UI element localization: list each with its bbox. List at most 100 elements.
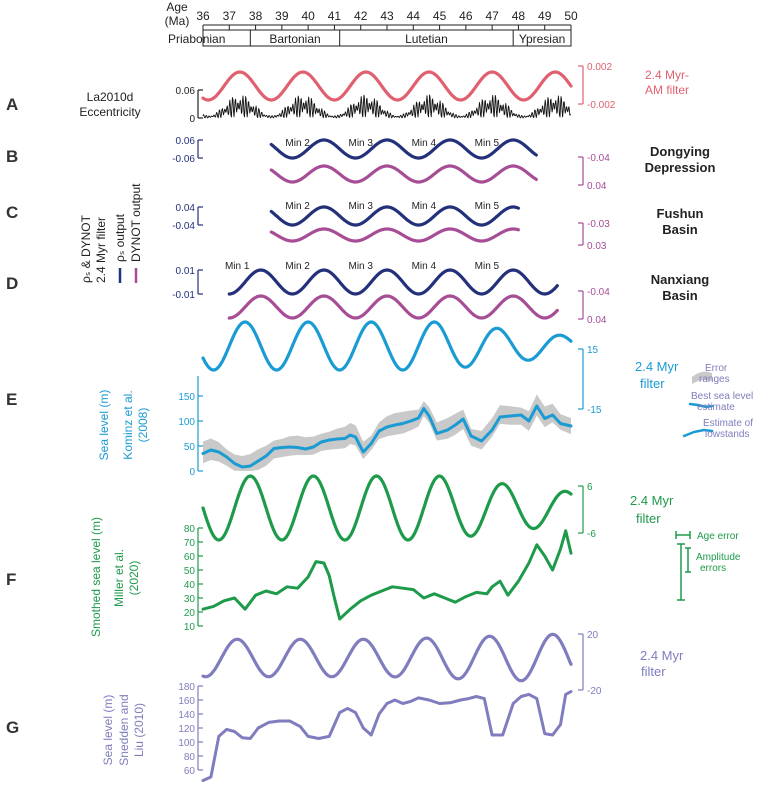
legend-error-label: Error: [705, 363, 728, 374]
kominz-sea-level-line: [201, 404, 573, 469]
age-tick-label: 43: [380, 9, 394, 23]
panel-letter-f: F: [6, 570, 16, 589]
miller-ylabel: Smothed sea level (m): [89, 517, 103, 637]
site-label: Nanxiang: [651, 272, 710, 287]
rho-line-b: [269, 138, 538, 160]
kominz-tick-label: 0: [189, 467, 195, 478]
min-label: Min 3: [348, 138, 373, 149]
kominz-tick-label: 150: [178, 392, 195, 403]
rho-c-tick-label: 0.04: [176, 203, 196, 214]
min-label: Min 5: [475, 138, 500, 149]
stage-label: Bartonian: [269, 32, 320, 46]
stage-label: Ypresian: [519, 32, 565, 46]
site-label-2: Basin: [662, 222, 697, 237]
rho-b-tick-label: 0.06: [176, 136, 196, 147]
snedden-tick-label: 80: [184, 752, 196, 763]
age-tick-label: 39: [275, 9, 289, 23]
eccentricity-title: La2010d: [87, 90, 134, 104]
min-label: Min 3: [348, 261, 373, 272]
legend-error-label-2: ranges: [699, 374, 730, 385]
min-label: Min 5: [475, 201, 500, 212]
miller-tick-label: 30: [184, 594, 196, 605]
min-label: Min 2: [285, 138, 310, 149]
age-tick-label: 44: [407, 9, 421, 23]
legend-amp-error-label: Amplitude: [696, 552, 741, 563]
snedden-filter-tick-label: -20: [587, 686, 602, 697]
am-filter-line: [201, 70, 573, 102]
age-tick-label: 49: [538, 9, 552, 23]
kominz-source-2: (2008): [136, 408, 150, 443]
legend-error-swatch: [692, 371, 712, 384]
am-filter-tick-label: -0.002: [587, 100, 616, 111]
miller-tick-label: 10: [184, 622, 196, 633]
min-label: Min 1: [225, 261, 250, 272]
snedden-tick-label: 120: [178, 724, 195, 735]
legend-best-swatch: [688, 402, 714, 409]
miller-tick-label: 50: [184, 566, 196, 577]
dynot-b-tick-label: -0.04: [587, 153, 610, 164]
panel-letter-b: B: [6, 147, 18, 166]
min-label: Min 2: [285, 201, 310, 212]
rho-dynot-axis-title-2: 2.4 Myr filter: [94, 217, 108, 283]
snedden-filter-tick-label: 20: [587, 630, 599, 641]
legend-lowstand-label: Estimate of: [703, 418, 753, 429]
eccentricity-line: [202, 94, 571, 119]
snedden-sea-level-line: [201, 690, 573, 782]
am-filter-label: 2.4 Myr-: [645, 68, 689, 82]
min-label: Min 3: [348, 201, 373, 212]
miller-tick-label: 60: [184, 552, 196, 563]
dynot-c-tick-label: 0.03: [587, 241, 607, 252]
legend-best-label-2: estimate: [697, 402, 735, 413]
dynot-line-d: [227, 294, 559, 320]
site-label-2: Basin: [662, 288, 697, 303]
age-unit-label: (Ma): [165, 14, 190, 28]
snedden-filter-line: [201, 632, 573, 683]
dynot-c-tick-label: -0.03: [587, 219, 610, 230]
panel-letter-c: C: [6, 203, 18, 222]
snedden-tick-label: 60: [184, 766, 196, 777]
dynot-d-tick-label: 0.04: [587, 315, 607, 326]
legend-amp-error-label-2: errors: [700, 563, 726, 574]
site-label-2: Depression: [645, 160, 716, 175]
snedden-filter-label: 2.4 Myr: [640, 648, 684, 663]
age-header: Age(Ma) 36 37 38 39 40 41 42 43 44 45 46 47 48 49 50 Pri…: [165, 0, 578, 47]
miller-filter-tick-label: -6: [587, 529, 596, 540]
miller-source-2: (2020): [127, 561, 141, 596]
miller-tick-label: 20: [184, 608, 196, 619]
miller-tick-label: 70: [184, 538, 196, 549]
stage-label: Priabonian: [168, 32, 225, 46]
min-label: Min 2: [285, 261, 310, 272]
dynot-line-c: [269, 227, 520, 243]
snedden-source: Snedden and: [117, 694, 131, 765]
legend-best-label: Best sea level: [691, 391, 753, 402]
panel-letter-g: G: [6, 718, 19, 737]
legend-dynot-label: DYNOT output: [129, 183, 143, 262]
snedden-tick-label: 160: [178, 696, 195, 707]
rho-d-tick-label: 0.01: [176, 266, 196, 277]
kominz-ylabel: Sea level (m): [97, 390, 111, 461]
age-label: Age: [166, 0, 188, 14]
min-label: Min 4: [412, 201, 437, 212]
kominz-source: Kominz et al.: [121, 390, 135, 459]
panel-letter-e: E: [6, 390, 17, 409]
age-tick-label: 48: [512, 9, 526, 23]
rho-b-tick-label: -0.06: [172, 154, 195, 165]
stage-label: Lutetian: [405, 32, 448, 46]
dynot-b-tick-label: 0.04: [587, 181, 607, 192]
min-label: Min 5: [475, 261, 500, 272]
min-label: Min 4: [412, 138, 437, 149]
eccentricity-title-2: Eccentricity: [79, 105, 140, 119]
kominz-tick-label: 100: [178, 417, 195, 428]
snedden-filter-label-2: filter: [641, 664, 666, 679]
age-tick-label: 47: [485, 9, 499, 23]
snedden-tick-label: 100: [178, 738, 195, 749]
panel-letter-d: D: [6, 274, 18, 293]
age-tick-label: 41: [328, 9, 342, 23]
legend-age-error-label: Age error: [697, 531, 739, 542]
snedden-tick-label: 140: [178, 710, 195, 721]
age-tick-label: 50: [564, 9, 578, 23]
panel-letter-a: A: [6, 95, 18, 114]
site-label: Fushun: [657, 206, 704, 221]
